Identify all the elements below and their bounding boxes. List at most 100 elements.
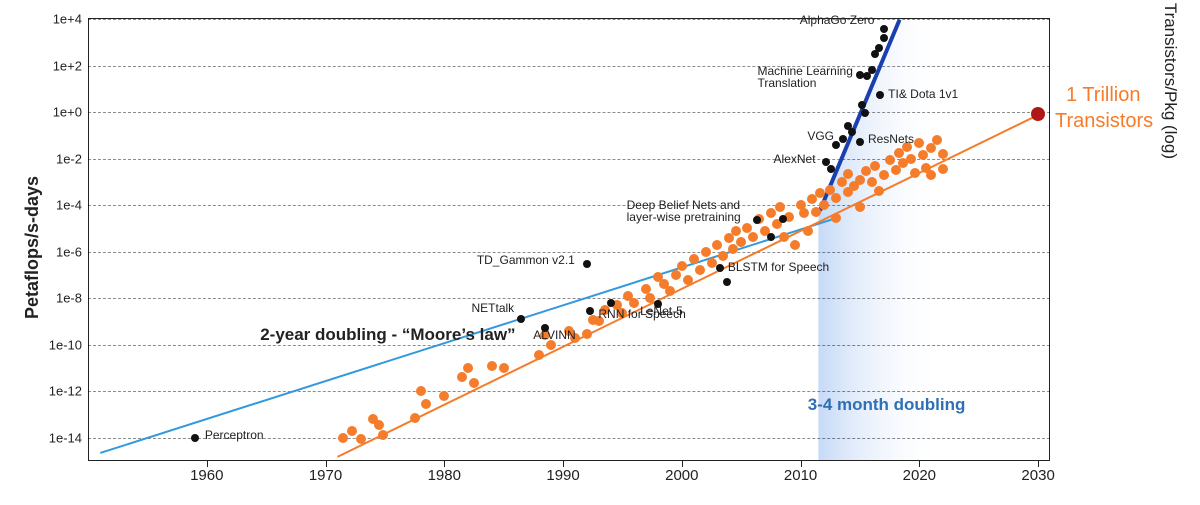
transistor-point: [870, 161, 880, 171]
y-tick-label: 1e+0: [53, 105, 88, 120]
transistor-point: [374, 420, 384, 430]
transistor-point: [843, 169, 853, 179]
x-tick-label: 2030: [1021, 461, 1054, 484]
transistor-point: [855, 202, 865, 212]
transistor-point: [731, 226, 741, 236]
compute-point: [191, 434, 199, 442]
point-label: TI& Dota 1v1: [888, 87, 958, 101]
transistor-point: [779, 232, 789, 242]
point-label: ResNets: [868, 132, 914, 146]
point-label: ALVINN: [533, 328, 575, 342]
transistor-point: [748, 232, 758, 242]
compute-point: [868, 66, 876, 74]
compute-point: [767, 233, 775, 241]
transistor-point: [469, 378, 479, 388]
transistor-point: [906, 154, 916, 164]
point-label: VGG: [807, 129, 834, 143]
y-left-axis-title: Petaflops/s-days: [22, 175, 43, 318]
compute-point: [876, 91, 884, 99]
transistor-point: [736, 237, 746, 247]
transistor-point: [879, 170, 889, 180]
compute-point: [827, 165, 835, 173]
transistor-point: [487, 361, 497, 371]
y-tick-label: 1e-14: [49, 430, 88, 445]
compute-point: [856, 138, 864, 146]
transistor-point: [803, 226, 813, 236]
compute-point: [875, 44, 883, 52]
transistor-point: [867, 177, 877, 187]
transistor-point: [831, 193, 841, 203]
transistor-point: [910, 168, 920, 178]
transistor-point: [689, 254, 699, 264]
gridline: [88, 66, 1050, 67]
transistor-point: [874, 186, 884, 196]
transistor-point: [457, 372, 467, 382]
transistor-point: [534, 350, 544, 360]
gridline: [88, 391, 1050, 392]
gridline: [88, 19, 1050, 20]
chart-container: 1e-141e-121e-101e-81e-61e-41e-21e+01e+21…: [0, 0, 1200, 505]
transistor-point: [819, 200, 829, 210]
transistor-point: [831, 213, 841, 223]
y-tick-label: 1e+2: [53, 58, 88, 73]
steep-doubling-label: 3-4 month doubling: [808, 395, 966, 415]
transistor-point: [815, 188, 825, 198]
compute-point: [856, 71, 864, 79]
transistor-point: [885, 155, 895, 165]
x-tick-label: 1970: [309, 461, 342, 484]
trillion-label-line1: 1 Trillion: [1066, 84, 1140, 107]
trillion-transistor-point: [1031, 107, 1045, 121]
transistor-point: [416, 386, 426, 396]
transistor-point: [499, 363, 509, 373]
point-label: BLSTM for Speech: [728, 260, 829, 274]
compute-point: [848, 128, 856, 136]
x-tick-label: 1960: [190, 461, 223, 484]
transistor-point: [421, 399, 431, 409]
y-tick-label: 1e-10: [49, 337, 88, 352]
transistor-point: [338, 433, 348, 443]
transistor-point: [712, 240, 722, 250]
gridline: [88, 112, 1050, 113]
transistor-point: [938, 164, 948, 174]
transistor-point: [932, 135, 942, 145]
compute-point: [880, 25, 888, 33]
transistor-point: [728, 244, 738, 254]
y-tick-label: 1e-8: [56, 291, 88, 306]
x-tick-label: 1990: [546, 461, 579, 484]
transistor-point: [582, 329, 592, 339]
transistor-point: [914, 138, 924, 148]
point-label: Translation: [757, 76, 816, 90]
compute-point: [839, 135, 847, 143]
point-label: TD_Gammon v2.1: [477, 253, 575, 267]
transistor-point: [766, 208, 776, 218]
gridline: [88, 298, 1050, 299]
transistor-point: [677, 261, 687, 271]
y-tick-label: 1e-2: [56, 151, 88, 166]
transistor-point: [645, 293, 655, 303]
moore-law-label: 2-year doubling - “Moore’s law”: [260, 325, 515, 345]
x-tick-label: 1980: [428, 461, 461, 484]
point-label: Perceptron: [205, 428, 264, 442]
point-label: NETtalk: [471, 301, 514, 315]
y-tick-label: 1e-12: [49, 384, 88, 399]
transistor-point: [938, 149, 948, 159]
transistor-point: [799, 208, 809, 218]
gridline: [88, 205, 1050, 206]
transistor-point: [347, 426, 357, 436]
compute-point: [607, 299, 615, 307]
point-label: layer-wise pretraining: [627, 210, 741, 224]
compute-point: [861, 109, 869, 117]
transistor-point: [378, 430, 388, 440]
point-label: RNN for Speech: [598, 307, 685, 321]
compute-point: [517, 315, 525, 323]
transistor-point: [811, 207, 821, 217]
compute-point: [586, 307, 594, 315]
compute-point: [858, 101, 866, 109]
transistor-point: [861, 166, 871, 176]
y-tick-label: 1e-4: [56, 198, 88, 213]
transistor-point: [665, 286, 675, 296]
point-label: AlexNet: [774, 152, 816, 166]
transistor-point: [918, 150, 928, 160]
x-tick-label: 2010: [784, 461, 817, 484]
x-tick-label: 2000: [665, 461, 698, 484]
